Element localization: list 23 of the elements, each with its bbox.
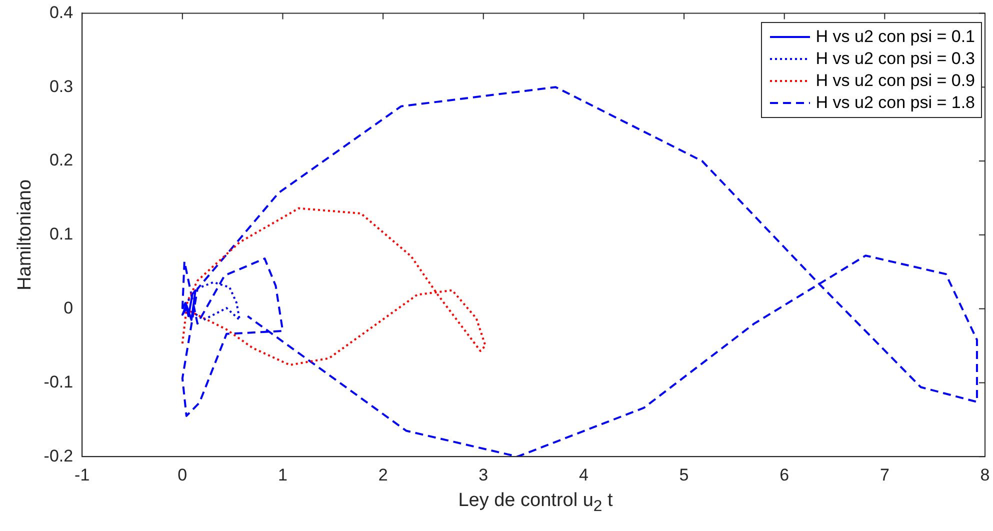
x-tick-label: 3 (478, 465, 488, 484)
x-tick-label: 0 (178, 465, 188, 484)
x-tick-label: 6 (780, 465, 790, 484)
x-tick-label: 5 (679, 465, 689, 484)
y-axis-title: Hamiltoniano (14, 179, 36, 290)
legend-label: H vs u2 con psi = 0.3 (816, 48, 975, 70)
y-tick-label: 0.2 (49, 150, 74, 170)
legend-label: H vs u2 con psi = 0.9 (816, 70, 975, 92)
y-tick-label: 0 (64, 298, 74, 318)
y-tick-label: -0.1 (44, 372, 74, 392)
x-tick-label: 1 (278, 465, 288, 484)
x-tick-label: 4 (578, 465, 588, 484)
y-tick-label: 0.1 (49, 224, 74, 244)
x-tick-label: 8 (980, 465, 990, 484)
legend-label: H vs u2 con psi = 1.8 (816, 92, 975, 114)
y-tick-label: -0.2 (44, 446, 74, 466)
x-tick-label: 7 (880, 465, 890, 484)
x-axis-title: Ley de control u$_{2}$ t (457, 490, 614, 516)
x-tick-label: 2 (378, 465, 388, 484)
x-tick-label: -1 (74, 465, 90, 484)
legend-label: H vs u2 con psi = 0.1 (816, 26, 975, 48)
y-tick-label: 0.3 (49, 76, 74, 96)
y-tick-label: 0.4 (49, 2, 74, 22)
